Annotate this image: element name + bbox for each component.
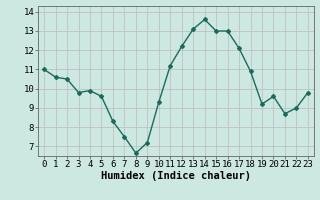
X-axis label: Humidex (Indice chaleur): Humidex (Indice chaleur) [101, 171, 251, 181]
